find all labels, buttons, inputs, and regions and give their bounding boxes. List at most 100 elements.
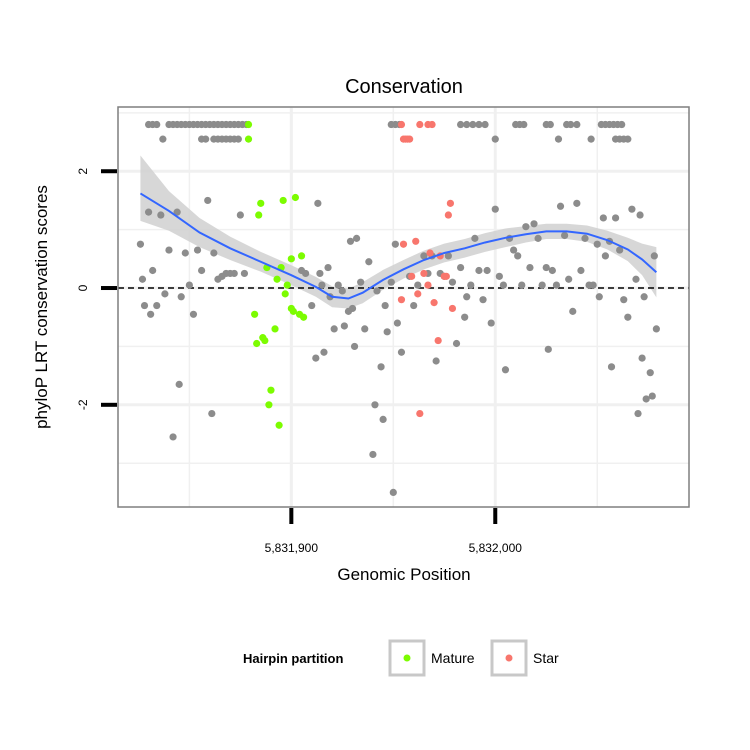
point-other [652, 325, 660, 333]
point-other [542, 263, 550, 272]
point-other [510, 246, 518, 254]
point-other [210, 249, 218, 257]
point-mature [283, 281, 291, 289]
point-mature [257, 199, 265, 207]
point-other [202, 135, 210, 143]
legend-label-star: Star [533, 650, 559, 666]
point-other [567, 120, 575, 129]
point-other [198, 266, 206, 275]
point-other [330, 325, 338, 333]
point-other [312, 354, 320, 362]
point-other [314, 199, 322, 207]
point-mature [271, 325, 279, 333]
point-other [144, 208, 153, 216]
point-other [397, 348, 406, 356]
legend-label-mature: Mature [431, 650, 475, 666]
point-other [153, 120, 161, 129]
point-other [365, 258, 373, 266]
point-other [556, 202, 565, 210]
x-axis: 5,831,900 5,832,000 [265, 508, 522, 555]
point-star [399, 240, 408, 248]
point-mature [287, 255, 295, 263]
point-other [177, 293, 185, 301]
panel-border [117, 106, 690, 508]
point-other [193, 246, 202, 254]
point-other [587, 135, 595, 143]
point-other [546, 120, 554, 129]
point-other [544, 345, 552, 353]
point-other [534, 234, 542, 242]
point-other [452, 339, 461, 348]
point-other [165, 246, 173, 254]
point-other [561, 231, 569, 240]
point-other [389, 488, 397, 497]
smooth-trend-line [139, 192, 658, 300]
point-other [607, 363, 616, 371]
point-other [369, 450, 377, 459]
point-other [302, 269, 310, 278]
point-other [379, 415, 387, 424]
point-star [444, 211, 452, 219]
point-other [234, 135, 242, 143]
point-other [554, 135, 563, 143]
point-other [318, 281, 326, 289]
point-other [479, 296, 487, 304]
point-other [338, 287, 346, 295]
point-other [240, 269, 249, 278]
point-other [646, 369, 654, 377]
point-other [526, 263, 534, 272]
point-other [181, 249, 189, 257]
point-other [136, 240, 145, 248]
point-other [495, 272, 503, 280]
point-other [414, 281, 422, 289]
y-axis-title: phyloP LRT conservation scores [32, 185, 51, 429]
point-other [538, 281, 546, 289]
point-star [420, 269, 428, 278]
x-tick-label: 5,831,900 [265, 541, 319, 555]
point-other [361, 325, 369, 333]
point-other [601, 252, 609, 260]
point-mature [279, 196, 287, 205]
legend-dot-mature [403, 654, 411, 662]
confidence-band [140, 155, 657, 309]
point-other [308, 301, 316, 310]
point-star [416, 120, 424, 129]
point-other [175, 380, 183, 388]
point-other [448, 278, 457, 286]
point-mature [251, 310, 259, 318]
point-star [408, 272, 416, 280]
point-other [624, 135, 632, 143]
point-other [371, 401, 379, 409]
point-other [642, 395, 650, 403]
point-other [383, 328, 391, 336]
point-star [412, 237, 420, 245]
point-other [432, 357, 440, 365]
point-other [189, 310, 198, 318]
point-star [397, 120, 406, 129]
point-other [520, 120, 528, 129]
point-other [499, 281, 508, 289]
point-other [387, 278, 395, 286]
point-other [208, 409, 216, 418]
point-other [471, 234, 479, 242]
point-other [530, 220, 538, 228]
point-other [552, 281, 561, 289]
point-other [346, 237, 355, 245]
point-other [481, 120, 489, 129]
point-other [169, 433, 177, 441]
point-star [424, 281, 432, 289]
point-other [638, 354, 646, 362]
point-other [593, 240, 601, 248]
legend-entry-mature: Mature [388, 639, 475, 677]
legend-entry-star: Star [490, 639, 559, 677]
point-mature [299, 313, 308, 321]
point-other [469, 120, 477, 129]
point-other [648, 392, 656, 400]
point-other [420, 252, 428, 260]
y-tick-label: 2 [76, 168, 90, 175]
point-other [475, 266, 483, 275]
point-other [316, 269, 324, 278]
point-mature [253, 339, 261, 348]
point-other [589, 281, 597, 289]
chart-title: Conservation [345, 76, 463, 98]
